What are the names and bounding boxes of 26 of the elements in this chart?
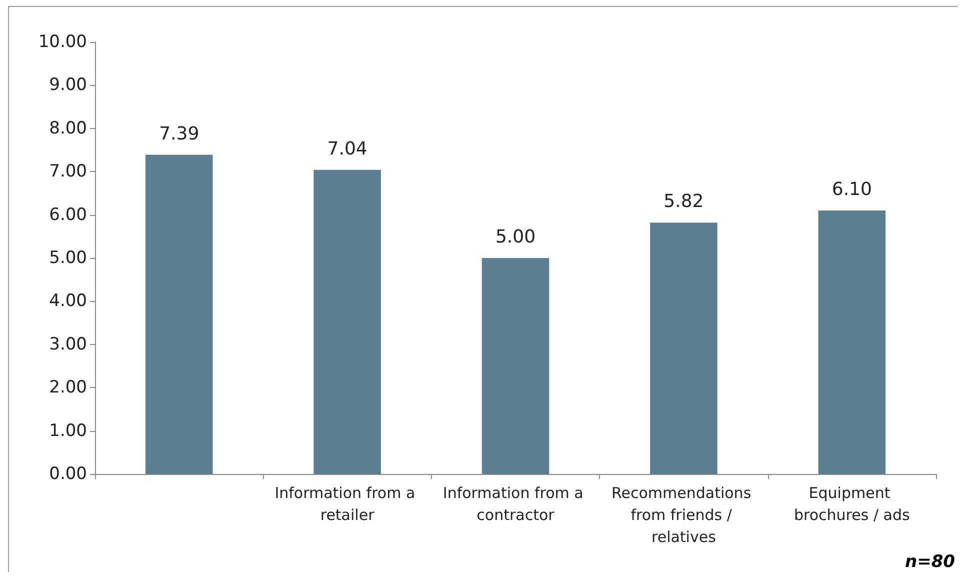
data-label: 7.39	[159, 123, 200, 144]
text: n=80	[904, 552, 955, 572]
y-tick-label: 8.00	[49, 118, 87, 138]
x-tick-label: Recommendations from friends / relatives	[612, 484, 756, 546]
data-label: 7.04	[327, 138, 368, 160]
x-tick-label: Information from a contractor	[442, 484, 588, 524]
bar	[650, 222, 718, 474]
y-tick-label: 3.00	[49, 334, 87, 354]
bar	[314, 170, 381, 474]
bar	[482, 258, 550, 474]
data-label: 5.00	[495, 226, 536, 248]
y-tick-label: 0.00	[49, 464, 87, 484]
bar	[145, 154, 213, 474]
y-tick-label: 7.00	[49, 162, 87, 182]
y-tick-label: 2.00	[49, 378, 87, 398]
y-tick-label: 9.00	[49, 75, 87, 96]
data-label: 5.82	[664, 191, 704, 212]
y-tick-label: 4.00	[49, 291, 87, 312]
bar	[818, 210, 886, 474]
y-tick-label: 6.00	[49, 204, 87, 225]
y-tick-label: 5.00	[49, 248, 87, 268]
data-label: 6.10	[832, 178, 872, 200]
y-tick-label: 10.00	[38, 32, 87, 52]
x-tick-label: Information from a retailer	[274, 484, 420, 524]
x-tick-label: Equipment brochures / ads	[794, 484, 910, 524]
y-tick-label: 1.00	[49, 420, 87, 441]
